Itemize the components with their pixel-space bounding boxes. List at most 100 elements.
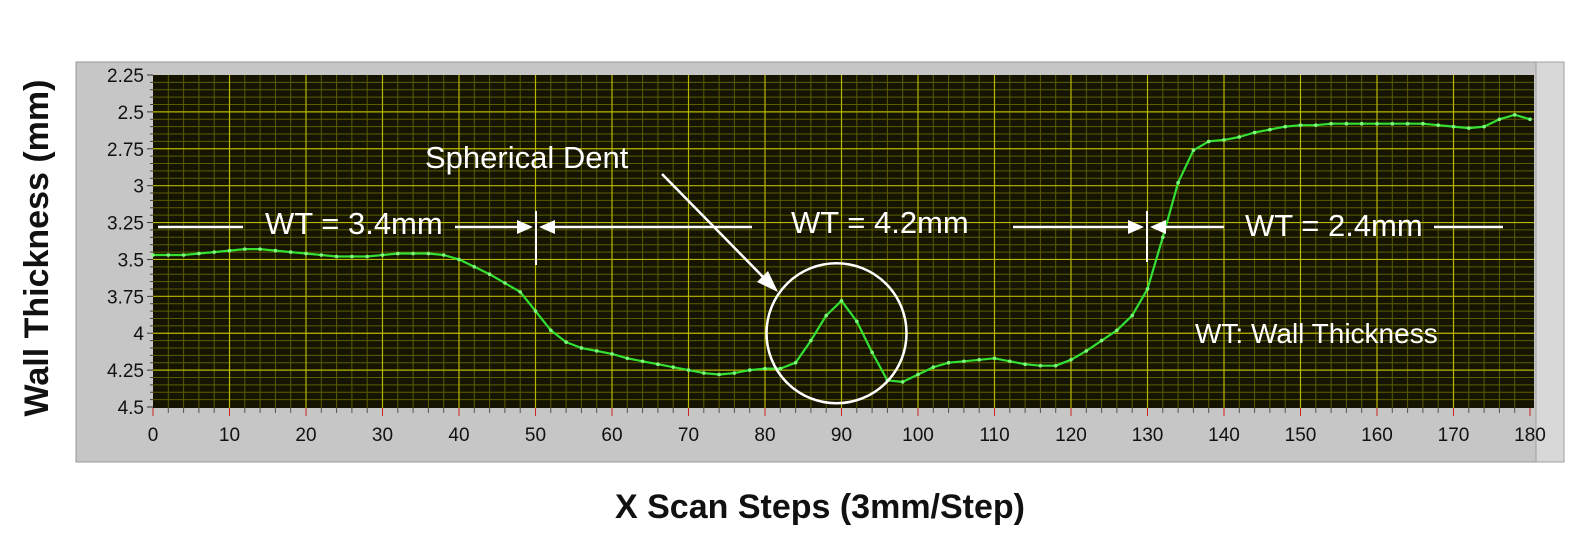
data-point bbox=[1375, 121, 1379, 126]
data-point bbox=[1130, 313, 1134, 318]
data-point bbox=[212, 250, 216, 254]
data-point bbox=[610, 352, 614, 356]
x-tick-label: 110 bbox=[979, 425, 1009, 446]
data-point bbox=[1191, 148, 1196, 153]
data-point bbox=[855, 319, 859, 324]
data-point bbox=[809, 338, 813, 343]
x-tick-label: 130 bbox=[1132, 425, 1164, 446]
data-point bbox=[793, 360, 798, 365]
data-point bbox=[1451, 124, 1456, 129]
plot-area bbox=[153, 75, 1534, 408]
data-point bbox=[1329, 121, 1333, 126]
x-tick-label: 10 bbox=[219, 425, 240, 446]
x-tick-label: 40 bbox=[448, 425, 469, 446]
y-tick-label: 3.25 bbox=[107, 214, 144, 235]
data-point bbox=[564, 340, 568, 344]
data-point bbox=[319, 253, 324, 257]
data-point bbox=[1298, 123, 1303, 127]
data-point bbox=[472, 265, 477, 269]
data-point bbox=[503, 281, 507, 285]
data-point bbox=[870, 350, 874, 355]
annotation-layer: Spherical Dent WT = 3.4mm WT = 4.2mm WT … bbox=[158, 140, 1503, 405]
x-axis-ticks: 0 10 20 30 40 50 60 70 80 90 100 110 120 130 140 150 160… bbox=[148, 408, 1546, 446]
data-point bbox=[1084, 349, 1089, 353]
data-point bbox=[1405, 121, 1410, 126]
data-point bbox=[487, 272, 492, 277]
data-point bbox=[778, 366, 783, 371]
wt1-right-arrow-head bbox=[517, 220, 533, 234]
data-point bbox=[1283, 124, 1287, 129]
wt3-left-arrow-head bbox=[1150, 220, 1166, 234]
data-point bbox=[1436, 123, 1440, 127]
spherical-dent-label: Spherical Dent bbox=[425, 140, 629, 175]
data-point bbox=[1421, 121, 1425, 126]
data-point bbox=[992, 356, 997, 361]
x-tick-label: 100 bbox=[902, 425, 934, 446]
data-point bbox=[549, 328, 553, 333]
minor-grid bbox=[153, 75, 1534, 408]
x-axis-label: X Scan Steps (3mm/Step) bbox=[615, 488, 1025, 526]
data-point bbox=[1023, 362, 1027, 367]
data-point bbox=[732, 371, 737, 375]
data-point bbox=[166, 253, 171, 257]
y-tick-label: 4 bbox=[133, 324, 144, 345]
data-point bbox=[763, 366, 767, 371]
data-point bbox=[227, 248, 232, 253]
data-point bbox=[197, 251, 201, 256]
data-point bbox=[1161, 235, 1165, 240]
data-point bbox=[380, 253, 385, 257]
y-tick-label: 3.75 bbox=[107, 287, 144, 308]
x-tick-label: 160 bbox=[1361, 425, 1393, 446]
data-point bbox=[1512, 113, 1517, 117]
data-point bbox=[334, 254, 339, 259]
wt-region-2-label: WT = 4.2mm bbox=[791, 205, 969, 240]
major-grid bbox=[153, 75, 1534, 408]
data-point bbox=[1344, 121, 1349, 126]
data-point bbox=[900, 380, 905, 384]
x-tick-label: 170 bbox=[1438, 425, 1470, 446]
data-point bbox=[1222, 138, 1226, 142]
data-point bbox=[304, 251, 308, 256]
data-point bbox=[1053, 363, 1058, 368]
data-point bbox=[518, 290, 522, 294]
wt2-right-arrow-head bbox=[1128, 220, 1144, 234]
x-tick-label: 70 bbox=[678, 425, 699, 446]
data-point bbox=[946, 360, 951, 365]
data-point bbox=[1115, 328, 1119, 333]
data-point bbox=[824, 313, 828, 318]
x-tick-label: 80 bbox=[754, 425, 775, 446]
data-point bbox=[962, 359, 966, 364]
x-tick-label: 90 bbox=[831, 425, 852, 446]
wt2-left-arrow-head bbox=[539, 220, 555, 234]
data-point bbox=[1390, 121, 1395, 126]
data-point bbox=[977, 357, 981, 362]
data-point bbox=[1497, 117, 1502, 122]
data-point bbox=[1008, 359, 1012, 364]
data-point bbox=[1038, 363, 1043, 368]
data-point bbox=[717, 372, 721, 377]
y-tick-label: 4.25 bbox=[107, 361, 144, 382]
data-point bbox=[671, 365, 675, 369]
data-point bbox=[151, 253, 155, 257]
x-tick-label: 20 bbox=[295, 425, 316, 446]
frame-right-scrollbar bbox=[1535, 61, 1565, 463]
data-point bbox=[243, 247, 247, 251]
y-tick-label: 3 bbox=[133, 177, 144, 198]
data-point bbox=[1206, 139, 1211, 144]
data-point bbox=[411, 251, 415, 256]
data-point bbox=[1482, 124, 1486, 129]
x-tick-label: 150 bbox=[1285, 425, 1317, 446]
data-point bbox=[747, 368, 752, 372]
data-point bbox=[931, 365, 936, 369]
data-point bbox=[350, 254, 354, 259]
data-point bbox=[1528, 117, 1532, 122]
data-point bbox=[640, 359, 645, 364]
data-point bbox=[1145, 287, 1150, 291]
data-point bbox=[457, 257, 461, 262]
y-tick-label: 3.5 bbox=[118, 250, 144, 271]
data-point bbox=[273, 248, 278, 253]
data-point bbox=[441, 253, 446, 257]
y-tick-label: 2.75 bbox=[107, 140, 144, 161]
x-tick-label: 120 bbox=[1055, 425, 1087, 446]
data-point bbox=[625, 356, 630, 361]
